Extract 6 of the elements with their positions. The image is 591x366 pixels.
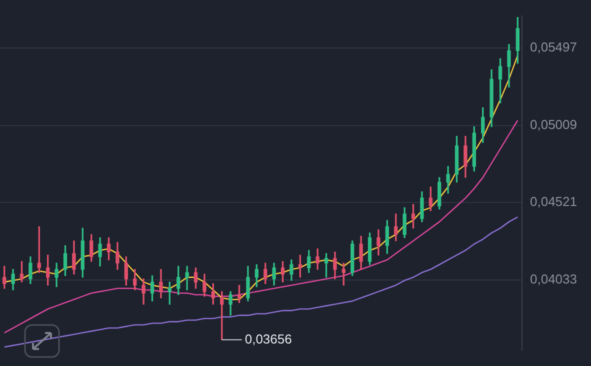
- y-tick-label: 0,05497: [530, 40, 578, 55]
- y-tick-label: 0,05009: [530, 116, 578, 132]
- annotation: 0,03656: [244, 331, 292, 346]
- y-tick-label: 0,04521: [530, 194, 578, 210]
- y-tick-label: 0,04033: [530, 272, 578, 287]
- candlestick: [185, 266, 189, 290]
